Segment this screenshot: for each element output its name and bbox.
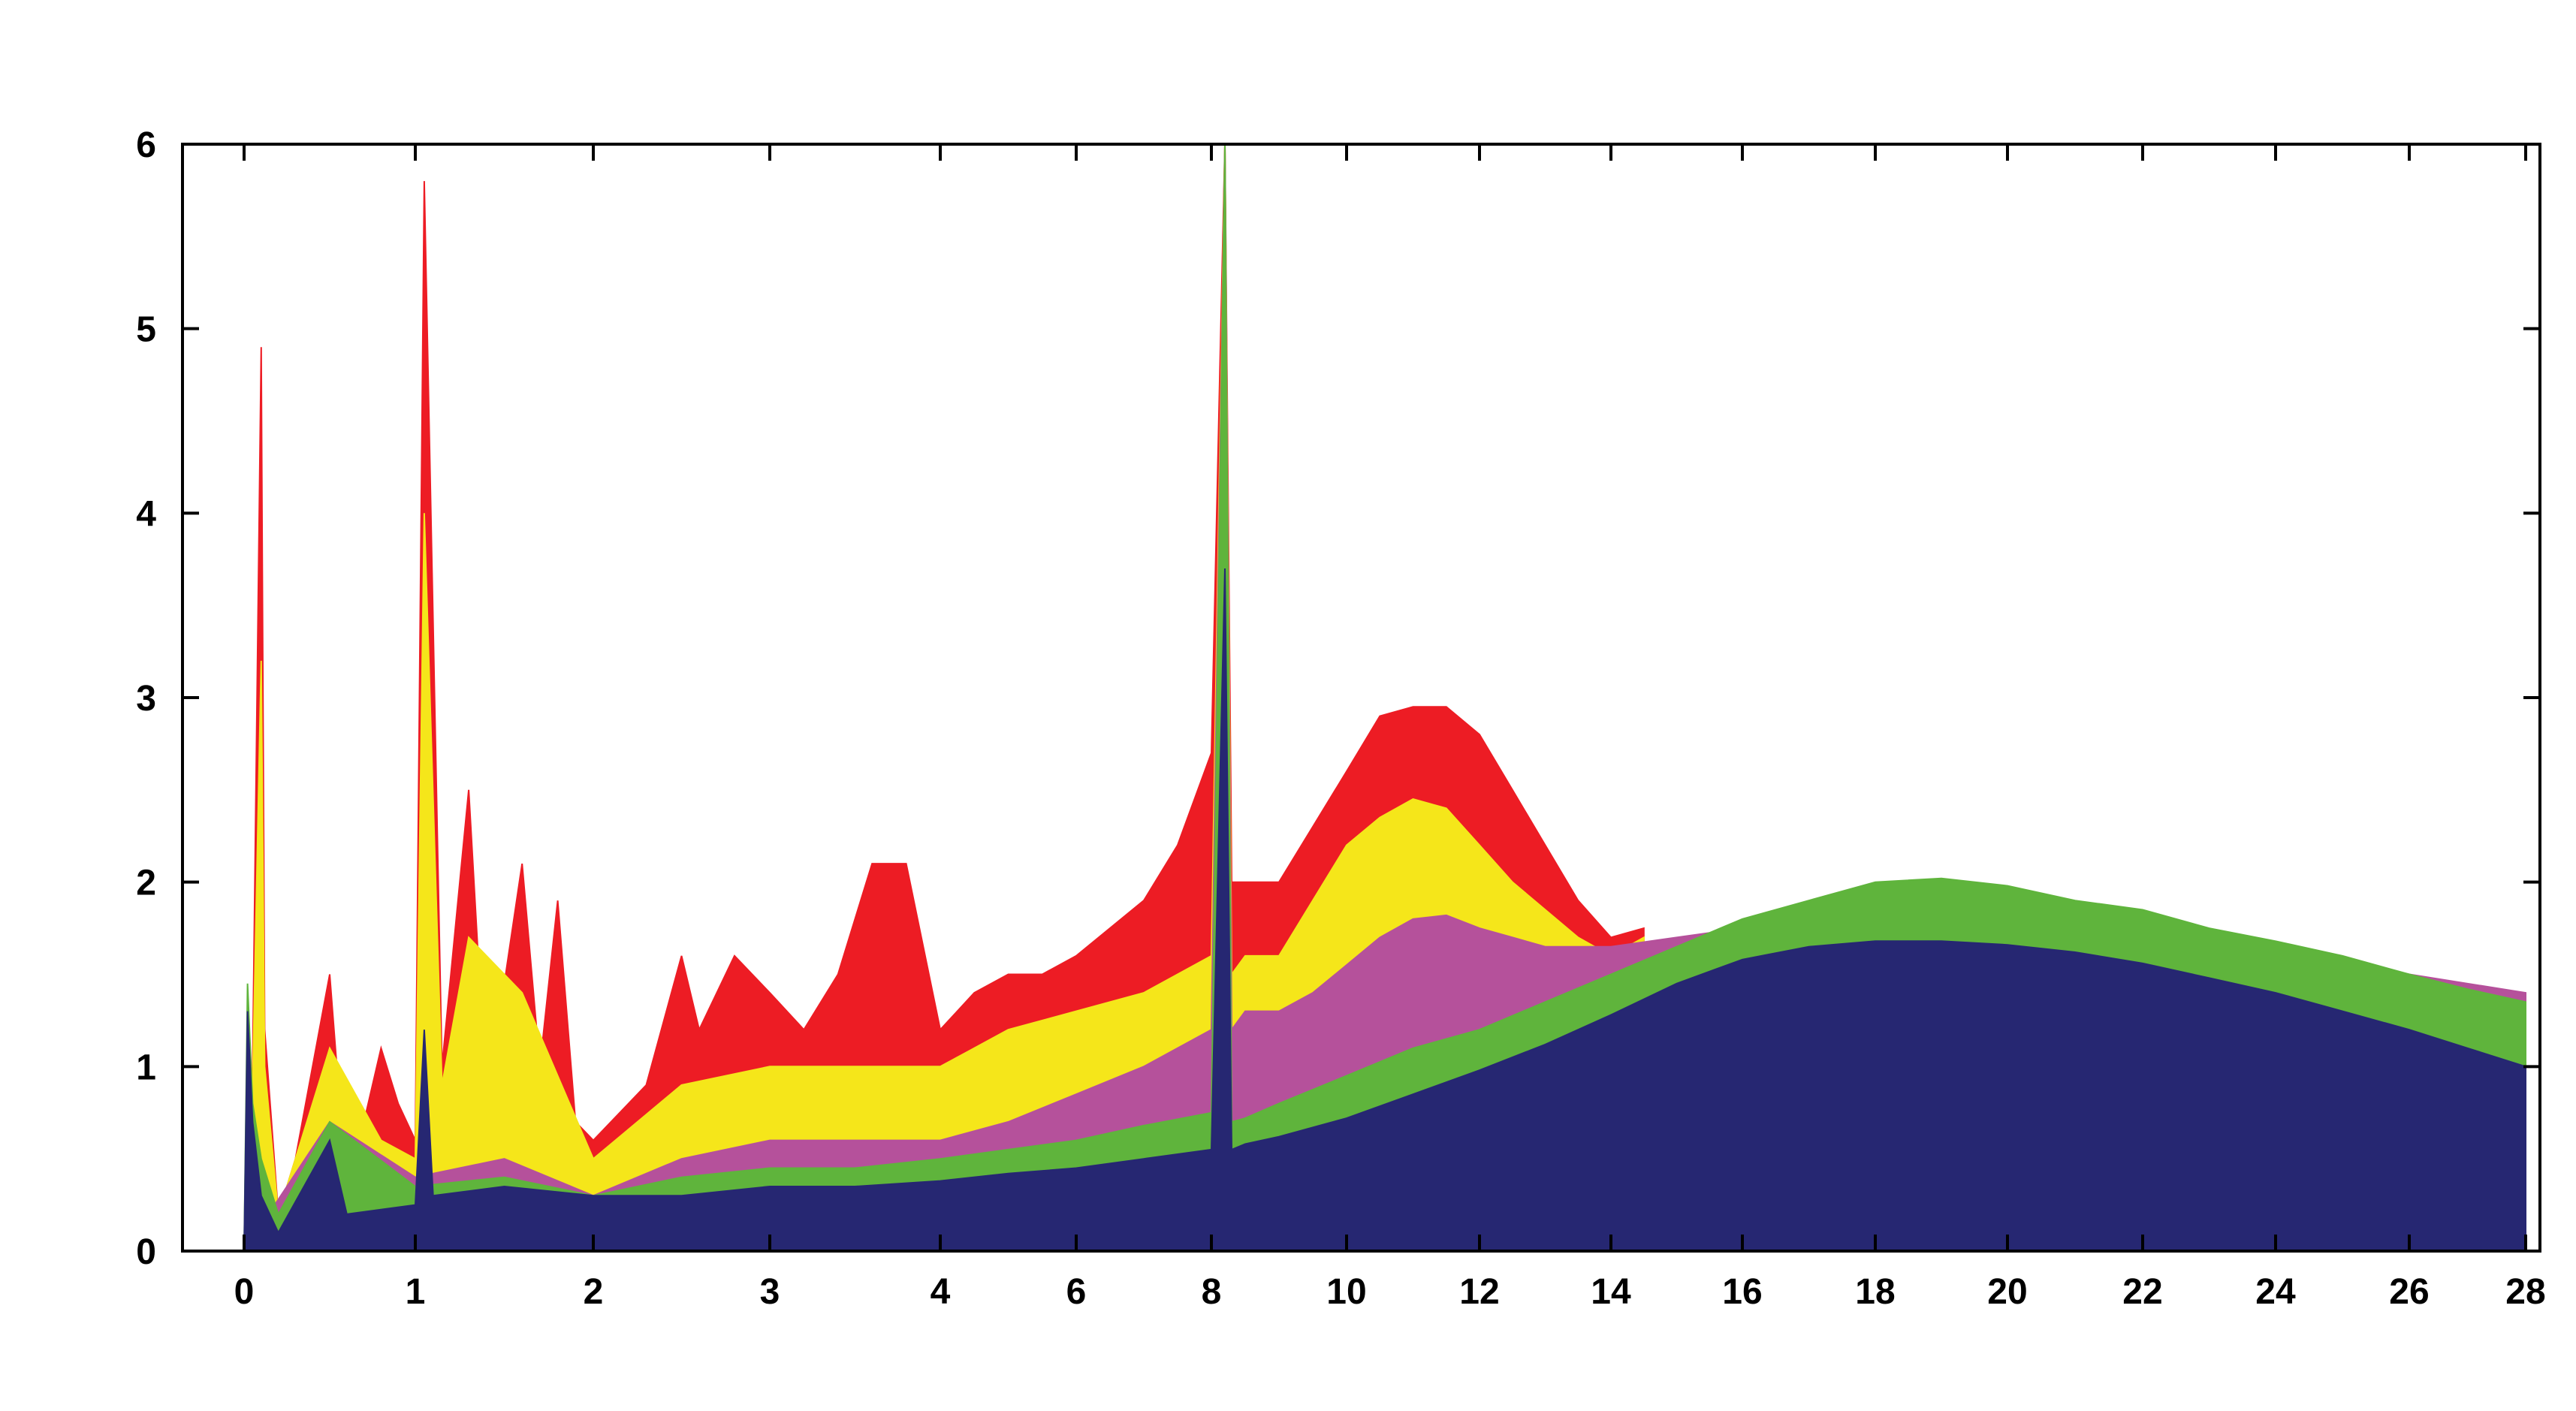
x-tick-label: 20 (1987, 1272, 2027, 1312)
x-tick-label: 12 (1459, 1272, 1499, 1312)
series-area-2 (243, 143, 1645, 1252)
x-tick-label: 3 (760, 1272, 780, 1312)
x-tick-label: 28 (2505, 1272, 2545, 1312)
y-tick-label: 0 (136, 1232, 156, 1272)
x-tick-label: 14 (1591, 1272, 1631, 1312)
x-tick-label: 2 (584, 1272, 604, 1312)
x-tick-label: 10 (1326, 1272, 1366, 1312)
y-tick-label: 5 (136, 310, 156, 350)
x-tick-label: 22 (2122, 1272, 2162, 1312)
y-tick-label: 4 (136, 494, 156, 534)
y-tick-label: 1 (136, 1048, 156, 1087)
x-tick-label: 1 (406, 1272, 426, 1312)
x-tick-label: 8 (1202, 1272, 1222, 1312)
x-tick-label: 16 (1722, 1272, 1762, 1312)
ticks-layer (182, 143, 2540, 1253)
x-tick-label: 18 (1855, 1272, 1895, 1312)
x-tick-label: 6 (1066, 1272, 1087, 1312)
series-area-5 (243, 568, 2526, 1252)
y-tick-label: 6 (136, 125, 156, 165)
x-tick-label: 4 (931, 1272, 951, 1312)
y-tick-label: 3 (136, 679, 156, 719)
series-layer (243, 143, 2526, 1252)
y-tick-label: 2 (136, 864, 156, 903)
x-tick-label: 26 (2389, 1272, 2429, 1312)
x-tick-label: 0 (234, 1272, 255, 1312)
x-tick-label: 24 (2255, 1272, 2296, 1312)
